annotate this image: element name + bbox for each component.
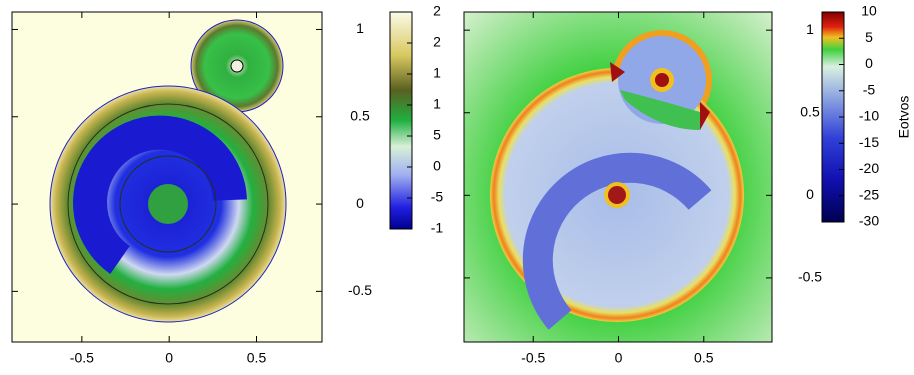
x-tick-label: 0 <box>165 350 173 366</box>
y-tick-label: 1 <box>356 20 364 36</box>
y-tick-label: 0 <box>356 195 364 211</box>
y-tick-label: -0.5 <box>798 269 822 285</box>
colorbar-tick-label: 2 <box>433 34 441 50</box>
colorbar-tick-label: 1 <box>433 96 441 112</box>
left-field <box>12 12 322 342</box>
y-tick-label: 1 <box>806 21 814 37</box>
colorbar-tick-label: 5 <box>865 29 873 45</box>
colorbar-tick-label: -5 <box>863 81 876 97</box>
colorbar-label: Eotvos <box>896 96 912 139</box>
x-tick-label: 0.5 <box>247 350 267 366</box>
y-tick-label: 0.5 <box>350 107 370 123</box>
x-tick-label: -0.5 <box>521 350 545 366</box>
colorbar-tick-label: 1 <box>433 65 441 81</box>
colorbar-tick-label: -10 <box>859 108 879 124</box>
x-tick-label: 0.5 <box>694 350 714 366</box>
colorbar-tick-label: -25 <box>859 186 879 202</box>
colorbar-tick-label: -1 <box>431 220 444 236</box>
colorbar-tick-label: -5 <box>431 189 444 205</box>
y-tick-label: 0.5 <box>800 103 820 119</box>
y-tick-label: 0 <box>806 186 814 202</box>
x-tick-label: -0.5 <box>70 350 94 366</box>
colorbar-tick-label: 0 <box>865 55 873 71</box>
right-field <box>464 12 772 342</box>
left-frame <box>11 11 323 343</box>
colorbar-tick-label: 2 <box>433 3 441 19</box>
colorbar-tick-label: 5 <box>433 127 441 143</box>
colorbar-tick-label: -20 <box>859 160 879 176</box>
colorbar-tick-label: 0 <box>433 158 441 174</box>
right-frame <box>463 11 773 343</box>
colorbar-tick-label: -30 <box>859 213 879 229</box>
colorbar-tick-label: 10 <box>861 3 877 19</box>
colorbar-tick-label: -15 <box>859 134 879 150</box>
left-colorbar <box>389 11 413 230</box>
y-tick-label: -0.5 <box>348 282 372 298</box>
x-tick-label: 0 <box>615 350 623 366</box>
